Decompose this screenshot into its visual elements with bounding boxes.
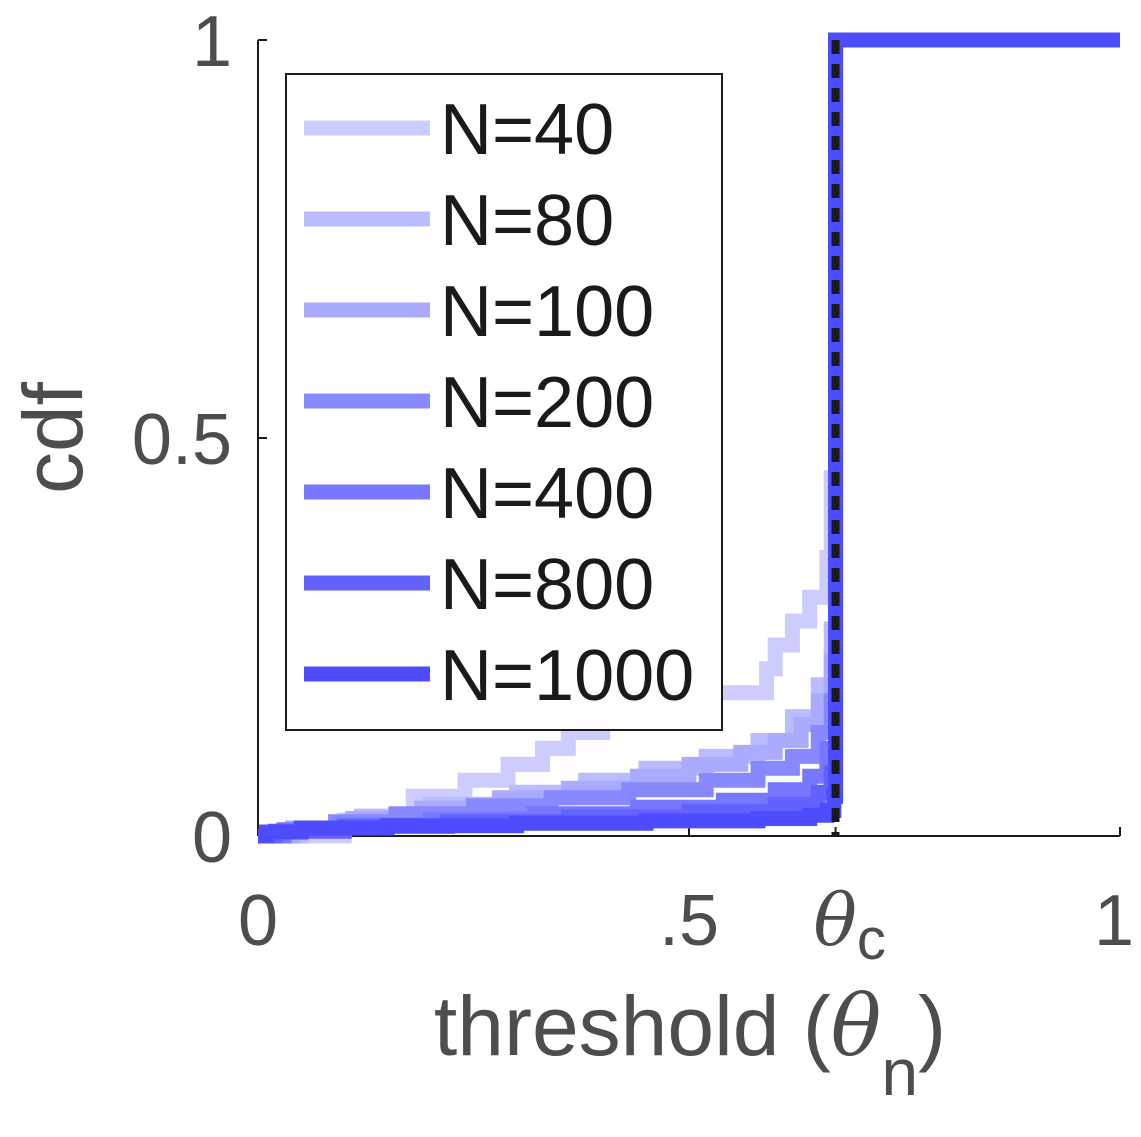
axis-ticks: 00.510.5 θc 1 bbox=[132, 2, 1134, 972]
y-tick-label: 0 bbox=[192, 798, 232, 878]
legend-label: N=80 bbox=[440, 181, 614, 261]
x-tick-label: 0 bbox=[238, 881, 278, 961]
legend-label: N=400 bbox=[440, 454, 654, 534]
x-tick-label: 1 bbox=[1094, 881, 1134, 961]
x-axis-label-theta: θ bbox=[831, 977, 882, 1075]
legend-label: N=200 bbox=[440, 363, 654, 443]
x-axis-label: threshold (θn) bbox=[434, 977, 946, 1109]
legend-label: N=800 bbox=[440, 545, 654, 625]
legend-label: N=40 bbox=[440, 90, 614, 170]
x-tick-label: .5 bbox=[659, 881, 719, 961]
y-tick-label: 1 bbox=[192, 2, 232, 82]
x-tick-label: θc bbox=[814, 878, 886, 972]
y-tick-label: 0.5 bbox=[132, 400, 232, 480]
x-axis-label-main: threshold ( bbox=[434, 979, 831, 1073]
legend: N=40 N=80 N=100 N=200 N=400 N=800 N=1000 bbox=[285, 73, 723, 731]
legend-label: N=1000 bbox=[440, 636, 694, 716]
y-axis-label: cdf bbox=[6, 381, 100, 494]
x-axis-label-subscript: n bbox=[881, 1035, 918, 1109]
x-axis-label-close: ) bbox=[918, 979, 946, 1073]
series-line-n-1000 bbox=[258, 32, 1120, 844]
legend-label: N=100 bbox=[440, 272, 654, 352]
